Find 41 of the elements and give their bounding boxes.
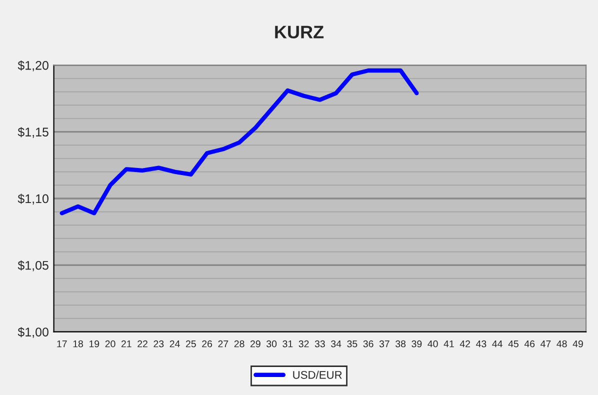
x-tick-label: 36 <box>363 340 374 348</box>
x-tick-label: 24 <box>170 340 180 348</box>
x-tick-label: 27 <box>218 340 228 348</box>
x-tick-label: 48 <box>556 340 567 348</box>
x-tick-label: 49 <box>572 340 583 348</box>
x-tick-label: 44 <box>492 340 502 348</box>
x-tick-label: 19 <box>89 340 100 348</box>
x-tick-label: 20 <box>105 340 116 348</box>
x-tick-label: 35 <box>347 340 358 348</box>
x-tick-label: 22 <box>138 340 148 348</box>
x-tick-label: 34 <box>331 340 342 348</box>
y-tick-label: $1,10 <box>18 194 48 205</box>
line-series <box>60 68 419 216</box>
legend-label: USD/EUR <box>293 370 342 379</box>
y-tick-label: $1,15 <box>18 127 48 138</box>
x-tick-label: 43 <box>476 340 486 348</box>
x-tick-label: 21 <box>121 340 132 348</box>
chart-title: KURZ <box>275 26 324 38</box>
y-tick-label: $1,00 <box>18 327 48 338</box>
x-tick-label: 37 <box>379 340 390 348</box>
x-tick-label: 18 <box>73 340 83 348</box>
x-tick-label: 46 <box>524 340 535 348</box>
x-tick-label: 31 <box>282 340 293 348</box>
x-tick-label: 28 <box>234 340 244 348</box>
x-tick-label: 39 <box>412 340 422 348</box>
x-tick-label: 25 <box>186 340 196 348</box>
x-tick-label: 30 <box>266 340 277 348</box>
x-tick-label: 33 <box>314 340 325 348</box>
x-tick-label: 45 <box>508 340 518 348</box>
x-tick-label: 38 <box>396 340 406 348</box>
x-tick-label: 32 <box>298 340 309 348</box>
x-tick-label: 42 <box>460 340 470 348</box>
y-tick-label: $1,20 <box>18 60 48 72</box>
x-tick-label: 40 <box>428 340 438 348</box>
x-tick-label: 23 <box>154 340 164 348</box>
x-tick-label: 29 <box>250 340 260 348</box>
y-tick-label: $1,05 <box>18 260 48 272</box>
x-tick-label: 17 <box>57 340 67 348</box>
x-tick-label: 26 <box>202 340 212 348</box>
x-tick-label: 41 <box>444 340 454 348</box>
x-tick-label: 47 <box>540 340 551 348</box>
